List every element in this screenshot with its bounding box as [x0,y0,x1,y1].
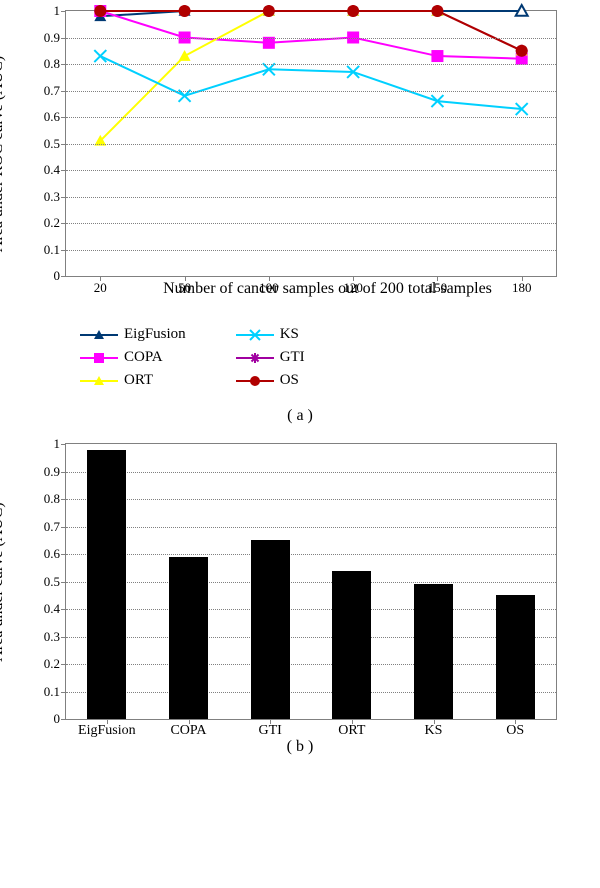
chart-b: Area under curve (AUC) 00.10.20.30.40.50… [10,443,590,720]
y-tick-label: 0 [54,268,67,284]
y-tick-label: 0.5 [44,136,66,152]
y-tick-label: 0.2 [44,656,66,672]
y-tick-label: 0.2 [44,215,66,231]
subplot-label-b: ( b ) [10,738,590,756]
y-tick-label: 1 [54,3,67,19]
legend-item: OS [236,372,305,389]
y-tick-label: 0.7 [44,83,66,99]
subplot-label-a: ( a ) [10,407,590,425]
y-tick-label: 0.3 [44,629,66,645]
y-tick-label: 0.3 [44,189,66,205]
x-tick-label: 20 [94,276,107,296]
bar [169,557,208,719]
y-tick-label: 0.1 [44,684,66,700]
x-tick-label: 180 [512,276,532,296]
y-tick-label: 0.9 [44,30,66,46]
y-tick-label: 0.8 [44,56,66,72]
bar [251,540,290,719]
x-tick-label: 120 [343,276,363,296]
y-tick-label: 0.8 [44,491,66,507]
y-tick-label: 0.6 [44,109,66,125]
x-tick-label: 150 [428,276,448,296]
legend-item: EigFusion [80,326,186,343]
chart-b-ylabel: Area under curve (AUC) [0,502,7,661]
bar [414,584,453,719]
chart-b-plot: 00.10.20.30.40.50.60.70.80.91EigFusionCO… [65,443,557,720]
legend-label: KS [280,326,299,343]
bar [87,450,126,720]
chart-a: Area under ROC curve (AUC) 00.10.20.30.4… [10,10,590,298]
legend-item: COPA [80,349,186,366]
y-tick-label: 0 [54,711,67,727]
y-tick-label: 0.6 [44,546,66,562]
y-tick-label: 0.5 [44,574,66,590]
chart-a-ylabel: Area under ROC curve (AUC) [0,56,7,252]
legend-label: GTI [280,349,305,366]
y-tick-label: 0.4 [44,162,66,178]
legend-label: OS [280,372,299,389]
legend-item: KS [236,326,305,343]
legend-col-2: KS GTI OS [236,326,305,389]
legend-label: COPA [124,349,163,366]
bar [332,571,371,720]
x-tick-label: 50 [178,276,191,296]
bar [496,595,535,719]
legend-label: EigFusion [124,326,186,343]
x-tick-label: 100 [259,276,279,296]
y-tick-label: 0.7 [44,519,66,535]
y-tick-label: 1 [54,436,67,452]
chart-a-plot: 00.10.20.30.40.50.60.70.80.9120501001201… [65,10,557,277]
legend-item: GTI [236,349,305,366]
y-tick-label: 0.9 [44,464,66,480]
y-tick-label: 0.4 [44,601,66,617]
y-tick-label: 0.1 [44,242,66,258]
legend: EigFusion COPA ORT KS GTI OS [80,326,590,389]
legend-item: ORT [80,372,186,389]
legend-col-1: EigFusion COPA ORT [80,326,186,389]
legend-label: ORT [124,372,153,389]
